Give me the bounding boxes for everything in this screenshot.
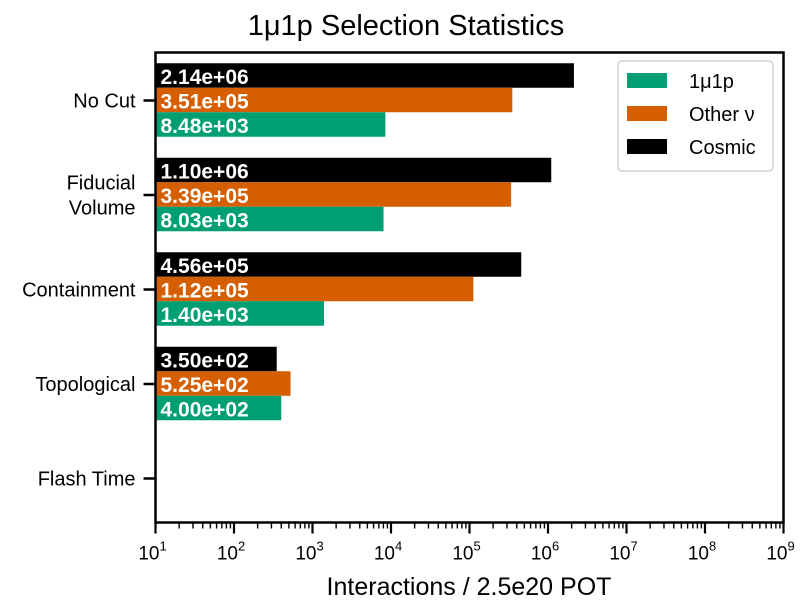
y-axis: No Cut Fiducial Volume Containment Topologic… — [22, 91, 156, 491]
x-tick-label-6: 107 — [609, 539, 637, 565]
bar-label-1-0: 3.51e+05 — [161, 90, 249, 113]
chart-title: 1μ1p Selection Statistics — [248, 10, 565, 42]
y-tick-label-0-0: No Cut — [73, 91, 136, 113]
legend-label-2: Cosmic — [689, 137, 756, 159]
bar-1-2 — [155, 276, 474, 302]
x-tick-exp-0: 1 — [159, 539, 166, 554]
y-tick-label-3-0: Topological — [35, 374, 135, 396]
x-tick-base-3: 10 — [374, 544, 395, 565]
x-tick-label-2: 103 — [295, 539, 323, 565]
x-tick-label-3: 104 — [374, 539, 402, 565]
x-tick-label-4: 105 — [452, 539, 480, 565]
y-tick-label-4-0: Flash Time — [38, 469, 136, 491]
x-tick-label-5: 106 — [531, 539, 559, 565]
x-tick-label-1: 102 — [217, 539, 245, 565]
legend-label-0: 1μ1p — [689, 71, 734, 93]
bar-label-1-3: 5.25e+02 — [161, 374, 249, 397]
bar-label-1-1: 3.39e+05 — [161, 185, 249, 208]
bar-label-0-0: 8.48e+03 — [161, 115, 249, 138]
bar-2-2 — [155, 252, 522, 277]
x-tick-base-6: 10 — [609, 544, 630, 565]
x-tick-base-2: 10 — [295, 544, 316, 565]
y-tick-label-1-1: Volume — [69, 198, 136, 220]
bar-2-0 — [155, 63, 574, 88]
x-tick-label-8: 109 — [766, 539, 794, 565]
x-tick-exp-3: 4 — [395, 539, 402, 554]
x-tick-base-4: 10 — [452, 544, 473, 565]
legend-label-1: Other ν — [689, 104, 755, 126]
x-axis: 101 102 103 104 105 106 107 108 109 — [138, 522, 795, 565]
bar-2-3 — [155, 346, 277, 372]
y-tick-label-2-0: Containment — [22, 280, 136, 302]
bar-labels-group: 2.14e+063.51e+058.48e+03 1.10e+063.39e+05… — [161, 66, 249, 422]
x-tick-exp-6: 7 — [630, 539, 637, 554]
x-tick-base-5: 10 — [531, 544, 552, 565]
bar-1-0 — [155, 87, 513, 113]
bar-1-3 — [155, 371, 291, 396]
bar-label-2-3: 3.50e+02 — [161, 349, 249, 372]
x-tick-exp-7: 8 — [709, 539, 716, 554]
bar-0-0 — [155, 112, 386, 137]
bar-0-2 — [155, 301, 324, 326]
x-axis-label: Interactions / 2.5e20 POT — [327, 573, 612, 601]
y-tick-label-1-0: Fiducial — [67, 173, 136, 195]
bar-2-1 — [155, 157, 552, 183]
legend-swatch-1 — [627, 106, 667, 121]
plot-frame — [154, 51, 785, 524]
bar-1-1 — [155, 182, 512, 207]
x-tick-base-7: 10 — [688, 544, 709, 565]
x-tick-exp-5: 6 — [552, 539, 559, 554]
bar-label-2-0: 2.14e+06 — [161, 66, 249, 89]
x-tick-base-8: 10 — [766, 544, 787, 565]
bar-label-2-2: 4.56e+05 — [161, 255, 249, 278]
bar-0-1 — [155, 206, 384, 232]
bar-label-0-3: 4.00e+02 — [161, 398, 249, 421]
x-tick-base-1: 10 — [217, 544, 238, 565]
legend: 1μ1p Other ν Cosmic — [617, 60, 774, 172]
legend-swatch-2 — [627, 139, 667, 154]
legend-swatch-0 — [627, 73, 667, 88]
x-tick-exp-4: 5 — [473, 539, 480, 554]
bar-label-0-1: 8.03e+03 — [161, 209, 249, 232]
bar-label-2-1: 1.10e+06 — [161, 160, 249, 183]
bar-label-1-2: 1.12e+05 — [161, 279, 249, 302]
bar-label-0-2: 1.40e+03 — [161, 304, 249, 327]
x-tick-exp-2: 3 — [316, 539, 323, 554]
bars-group — [155, 63, 574, 421]
x-tick-base-0: 10 — [138, 544, 159, 565]
bar-0-3 — [155, 395, 282, 421]
x-tick-exp-1: 2 — [238, 539, 245, 554]
x-tick-label-7: 108 — [688, 539, 716, 565]
x-tick-exp-8: 9 — [787, 539, 794, 554]
x-tick-label-0: 101 — [138, 539, 166, 565]
